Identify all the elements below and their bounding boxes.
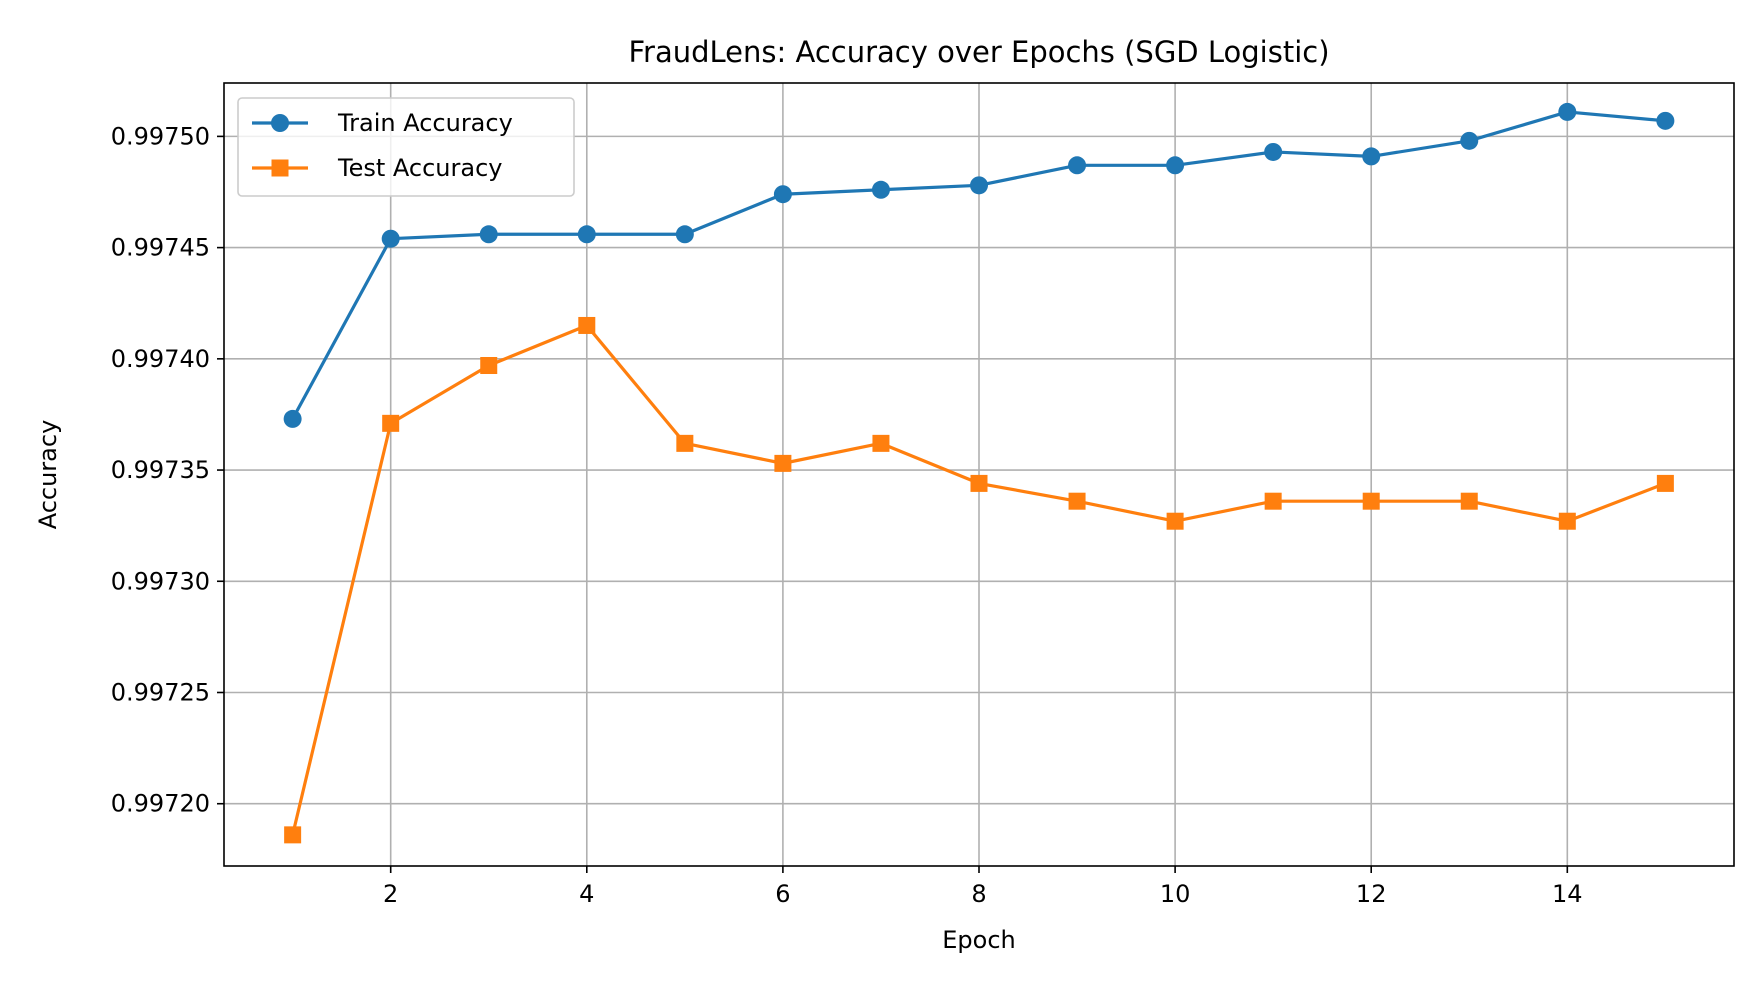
data-point xyxy=(283,409,302,428)
data-point xyxy=(1362,492,1380,510)
series-2 xyxy=(284,316,1674,844)
data-point xyxy=(578,316,596,334)
chart-title: FraudLens: Accuracy over Epochs (SGD Log… xyxy=(628,35,1329,69)
data-point xyxy=(1264,492,1282,510)
x-tick-label: 12 xyxy=(1356,880,1387,908)
data-point xyxy=(1068,156,1087,175)
x-tick-label: 8 xyxy=(971,880,986,908)
x-axis-label: Epoch xyxy=(942,926,1016,954)
data-point xyxy=(1264,142,1283,161)
data-point xyxy=(1460,131,1479,150)
data-point xyxy=(381,229,400,248)
legend-box xyxy=(237,97,575,197)
series-layer xyxy=(283,102,1675,844)
x-tick-label: 10 xyxy=(1160,880,1191,908)
legend-item: Train Accuracy xyxy=(252,109,513,137)
y-tick-label: 0.99735 xyxy=(111,456,210,484)
data-point xyxy=(970,176,988,195)
legend: Train Accuracy Test Accuracy xyxy=(237,97,575,197)
x-tick-label: 6 xyxy=(775,880,790,908)
data-point xyxy=(479,225,498,244)
data-point xyxy=(871,180,890,199)
y-tick-label: 0.99745 xyxy=(111,234,210,262)
data-point xyxy=(480,357,498,375)
data-point xyxy=(1558,512,1576,530)
x-tick-label: 4 xyxy=(579,880,594,908)
data-point xyxy=(1656,474,1674,492)
y-tick-label: 0.99730 xyxy=(111,567,210,595)
y-tick-label: 0.99740 xyxy=(111,345,210,373)
data-point xyxy=(773,185,792,204)
legend-item: Test Accuracy xyxy=(252,154,502,182)
data-point xyxy=(1166,156,1185,175)
data-point xyxy=(1656,111,1675,130)
x-tick-label: 14 xyxy=(1552,880,1583,908)
grid xyxy=(224,83,1734,866)
y-tick-label: 0.99750 xyxy=(111,122,210,150)
legend-marker xyxy=(271,114,289,132)
data-point xyxy=(1362,147,1381,166)
data-point xyxy=(382,414,400,432)
legend-label: Train Accuracy xyxy=(337,109,513,137)
y-tick-label: 0.99720 xyxy=(111,790,210,818)
data-point xyxy=(872,434,890,452)
data-point xyxy=(284,826,302,844)
ticks: 2 4 6 8 10 12 14 0.99720 0.99725 0.99730 0.99735 0.… xyxy=(111,122,1583,908)
data-point xyxy=(675,225,694,244)
legend-label: Test Accuracy xyxy=(337,154,502,182)
data-point xyxy=(970,474,988,492)
y-tick-label: 0.99725 xyxy=(111,678,210,706)
data-point xyxy=(1460,492,1478,510)
series-1 xyxy=(283,102,1675,428)
data-point xyxy=(774,454,792,472)
data-point xyxy=(1068,492,1086,510)
data-point xyxy=(1166,512,1184,530)
data-point xyxy=(676,434,694,452)
y-axis-label: Accuracy xyxy=(34,420,62,530)
data-point xyxy=(577,225,596,244)
data-point xyxy=(1558,102,1577,121)
legend-marker xyxy=(271,159,289,177)
x-tick-label: 2 xyxy=(383,880,398,908)
